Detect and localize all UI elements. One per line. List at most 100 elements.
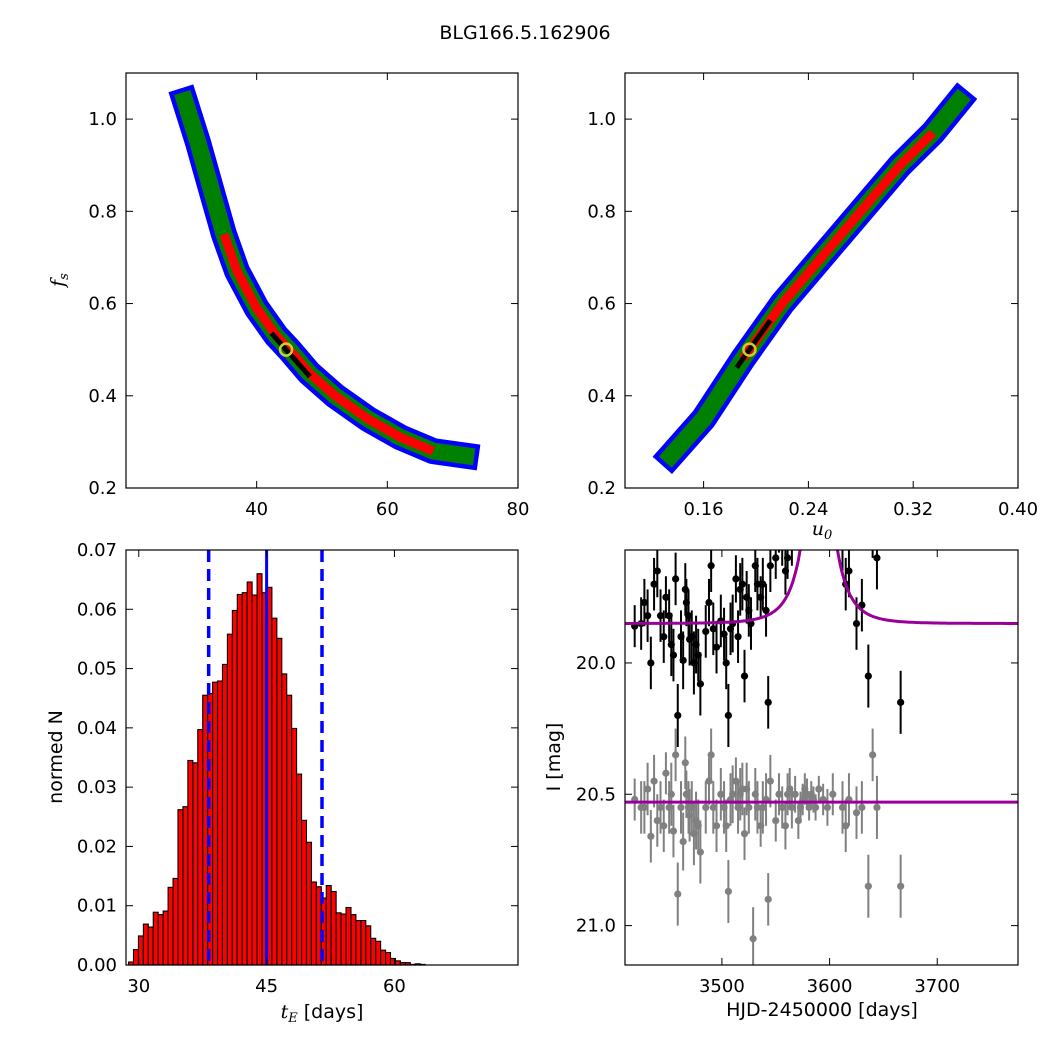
- data-point: [808, 326, 815, 333]
- model-curve: [625, 550, 1018, 625]
- histogram-bar: [132, 949, 139, 966]
- histogram-bar: [231, 609, 238, 966]
- histogram-bar: [350, 914, 357, 966]
- ylabel-fs: fs: [47, 273, 72, 289]
- data-point: [803, 402, 810, 409]
- data-point: [696, 680, 704, 688]
- data-point: [775, 528, 782, 535]
- data-point: [759, 803, 767, 812]
- data-point: [845, 567, 853, 575]
- ylabel-fs-text: fs: [47, 273, 72, 289]
- histogram-bar: [172, 877, 179, 966]
- data-point: [640, 803, 648, 812]
- histogram-bar: [385, 951, 392, 966]
- histogram-bar: [296, 773, 303, 966]
- data-point: [864, 672, 872, 680]
- ylabel-imag-text: I [mag]: [543, 723, 565, 792]
- x-tick-label: 0.40: [998, 499, 1038, 520]
- data-point: [869, 751, 877, 759]
- data-point: [749, 935, 757, 943]
- histogram-bar: [360, 919, 367, 966]
- data-point: [801, 384, 808, 391]
- data-point: [815, 785, 823, 793]
- contour-inner: [219, 232, 435, 456]
- data-point: [734, 633, 742, 641]
- data-point: [897, 882, 905, 890]
- y-tick-label: 0.05: [77, 659, 117, 680]
- data-point: [811, 803, 820, 812]
- panel-top-left-contours: [168, 84, 481, 471]
- data-point: [822, 412, 829, 419]
- histogram-bar: [162, 910, 169, 966]
- histogram-bar: [330, 890, 337, 966]
- xlabel-hjd-text: HJD-2450000 [days]: [726, 999, 918, 1021]
- data-point: [702, 627, 710, 636]
- histogram-bar: [202, 694, 209, 966]
- plot-frame: [624, 72, 1019, 489]
- xlabel-u0: u0: [812, 518, 833, 543]
- data-point: [791, 790, 799, 798]
- data-point: [799, 410, 806, 417]
- plot-frame: [125, 549, 519, 966]
- histogram-bar: [157, 914, 164, 966]
- data-point: [738, 580, 746, 588]
- plot-frame: [125, 72, 519, 489]
- histogram-bar: [305, 841, 312, 966]
- data-point: [732, 575, 740, 583]
- data-point: [647, 659, 655, 667]
- data-point: [644, 612, 652, 620]
- data-point: [729, 790, 737, 798]
- data-point: [650, 777, 658, 785]
- x-tick-label: 60: [376, 499, 399, 520]
- data-point: [815, 297, 822, 304]
- histogram-bar: [375, 940, 382, 966]
- histogram-bar: [182, 806, 189, 966]
- x-tick-label: 40: [245, 499, 268, 520]
- y-tick-label: 0.06: [77, 599, 117, 620]
- y-tick-label: 0.2: [88, 478, 117, 499]
- histogram-bars: [128, 573, 426, 966]
- histogram-bar: [281, 673, 288, 966]
- data-point: [852, 619, 861, 628]
- data-point: [753, 803, 762, 812]
- histogram-bar: [251, 594, 258, 966]
- y-tick-label: 0.02: [77, 836, 117, 857]
- data-point: [820, 410, 827, 417]
- data-point: [778, 803, 786, 812]
- y-tick-label: 1.0: [587, 109, 616, 130]
- histogram-bar: [212, 681, 219, 966]
- y-tick-label: 0.8: [587, 201, 616, 222]
- ylabel-normed-n-text: normed N: [45, 710, 67, 804]
- data-point: [717, 790, 725, 798]
- histogram-bar: [192, 762, 199, 966]
- data-point: [696, 848, 704, 856]
- data-point: [662, 593, 670, 601]
- data-point: [797, 389, 804, 396]
- data-point: [810, 305, 817, 312]
- y-tick-label: 0.6: [88, 294, 117, 315]
- y-tick-label: 0.00: [77, 955, 117, 976]
- histogram-bar: [394, 960, 401, 966]
- data-point: [720, 630, 728, 638]
- data-point: [762, 606, 770, 615]
- data-point: [772, 554, 780, 562]
- x-tick-label: 80: [507, 499, 530, 520]
- x-tick-label: 45: [255, 976, 278, 997]
- histogram-bar: [286, 694, 293, 966]
- data-point: [674, 890, 682, 898]
- data-point: [745, 803, 753, 812]
- x-tick-label: 3600: [807, 976, 853, 997]
- data-point: [783, 554, 792, 562]
- y-tick-label: 0.8: [88, 201, 117, 222]
- data-point: [677, 803, 685, 812]
- histogram-bar: [276, 637, 283, 966]
- ylabel-normed-n: normed N: [45, 710, 67, 804]
- data-point: [722, 659, 730, 667]
- data-point: [653, 567, 661, 575]
- data-point: [650, 580, 658, 588]
- y-tick-label: 0.04: [77, 718, 117, 739]
- x-tick-label: 60: [383, 976, 406, 997]
- histogram-bar: [236, 593, 243, 966]
- y-tick-label: 20.0: [576, 653, 616, 674]
